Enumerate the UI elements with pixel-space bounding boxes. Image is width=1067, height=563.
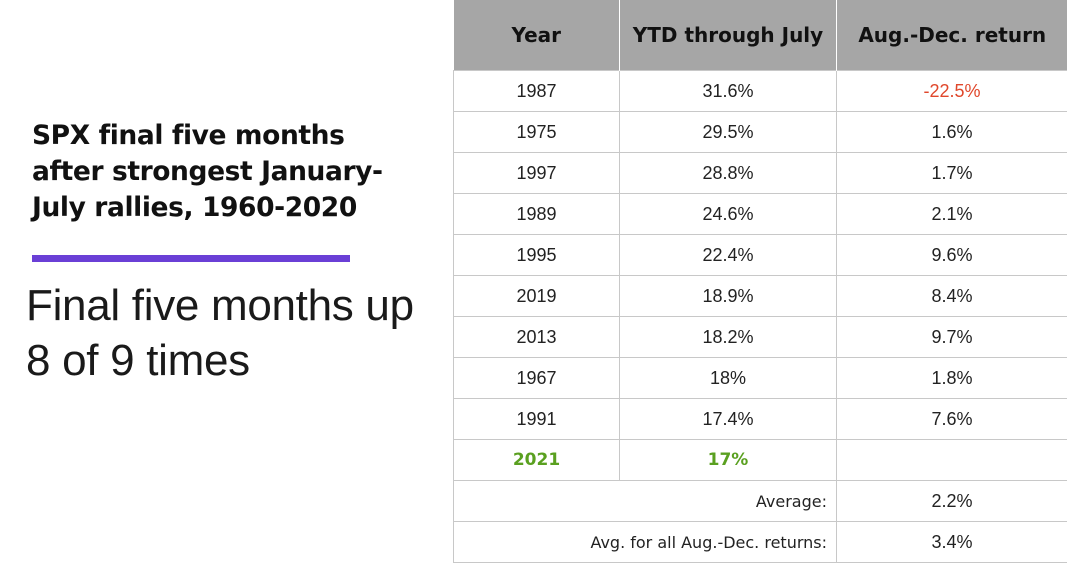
cell-year: 1991 xyxy=(454,399,620,440)
table-header-row: Year YTD through July Aug.-Dec. return xyxy=(454,0,1067,71)
cell-ytd: 18% xyxy=(620,358,837,399)
cell-ytd: 17% xyxy=(620,440,837,481)
summary-row: Average:2.2% xyxy=(454,481,1067,522)
cell-aug-dec: 1.8% xyxy=(837,358,1067,399)
cell-year: 1997 xyxy=(454,153,620,194)
cell-ytd: 28.8% xyxy=(620,153,837,194)
chart-title: SPX final five months after strongest Ja… xyxy=(32,118,422,226)
cell-year: 2019 xyxy=(454,276,620,317)
cell-year: 1995 xyxy=(454,235,620,276)
column-header-aug-dec: Aug.-Dec. return xyxy=(837,0,1067,71)
cell-ytd: 22.4% xyxy=(620,235,837,276)
column-header-year: Year xyxy=(454,0,620,71)
cell-aug-dec: 9.6% xyxy=(837,235,1067,276)
cell-year: 1987 xyxy=(454,71,620,112)
summary-label: Avg. for all Aug.-Dec. returns: xyxy=(454,522,837,563)
cell-ytd: 24.6% xyxy=(620,194,837,235)
cell-aug-dec xyxy=(837,440,1067,481)
cell-ytd: 17.4% xyxy=(620,399,837,440)
cell-ytd: 31.6% xyxy=(620,71,837,112)
cell-year: 1975 xyxy=(454,112,620,153)
cell-year: 1989 xyxy=(454,194,620,235)
left-panel: SPX final five months after strongest Ja… xyxy=(0,0,440,558)
cell-aug-dec: 1.7% xyxy=(837,153,1067,194)
cell-aug-dec: 8.4% xyxy=(837,276,1067,317)
returns-table-container: Year YTD through July Aug.-Dec. return 1… xyxy=(453,0,1067,558)
summary-row: Avg. for all Aug.-Dec. returns:3.4% xyxy=(454,522,1067,563)
cell-ytd: 18.2% xyxy=(620,317,837,358)
headline: Final five months up 8 of 9 times xyxy=(26,278,436,388)
summary-value: 3.4% xyxy=(837,522,1067,563)
cell-year: 1967 xyxy=(454,358,620,399)
cell-ytd: 18.9% xyxy=(620,276,837,317)
summary-label: Average: xyxy=(454,481,837,522)
cell-year: 2021 xyxy=(454,440,620,481)
returns-table: Year YTD through July Aug.-Dec. return 1… xyxy=(453,0,1067,563)
cell-year: 2013 xyxy=(454,317,620,358)
accent-bar xyxy=(32,255,350,262)
cell-aug-dec: -22.5% xyxy=(837,71,1067,112)
cell-aug-dec: 9.7% xyxy=(837,317,1067,358)
summary-value: 2.2% xyxy=(837,481,1067,522)
cell-aug-dec: 2.1% xyxy=(837,194,1067,235)
column-header-ytd: YTD through July xyxy=(620,0,837,71)
cell-ytd: 29.5% xyxy=(620,112,837,153)
cell-aug-dec: 7.6% xyxy=(837,399,1067,440)
cell-aug-dec: 1.6% xyxy=(837,112,1067,153)
